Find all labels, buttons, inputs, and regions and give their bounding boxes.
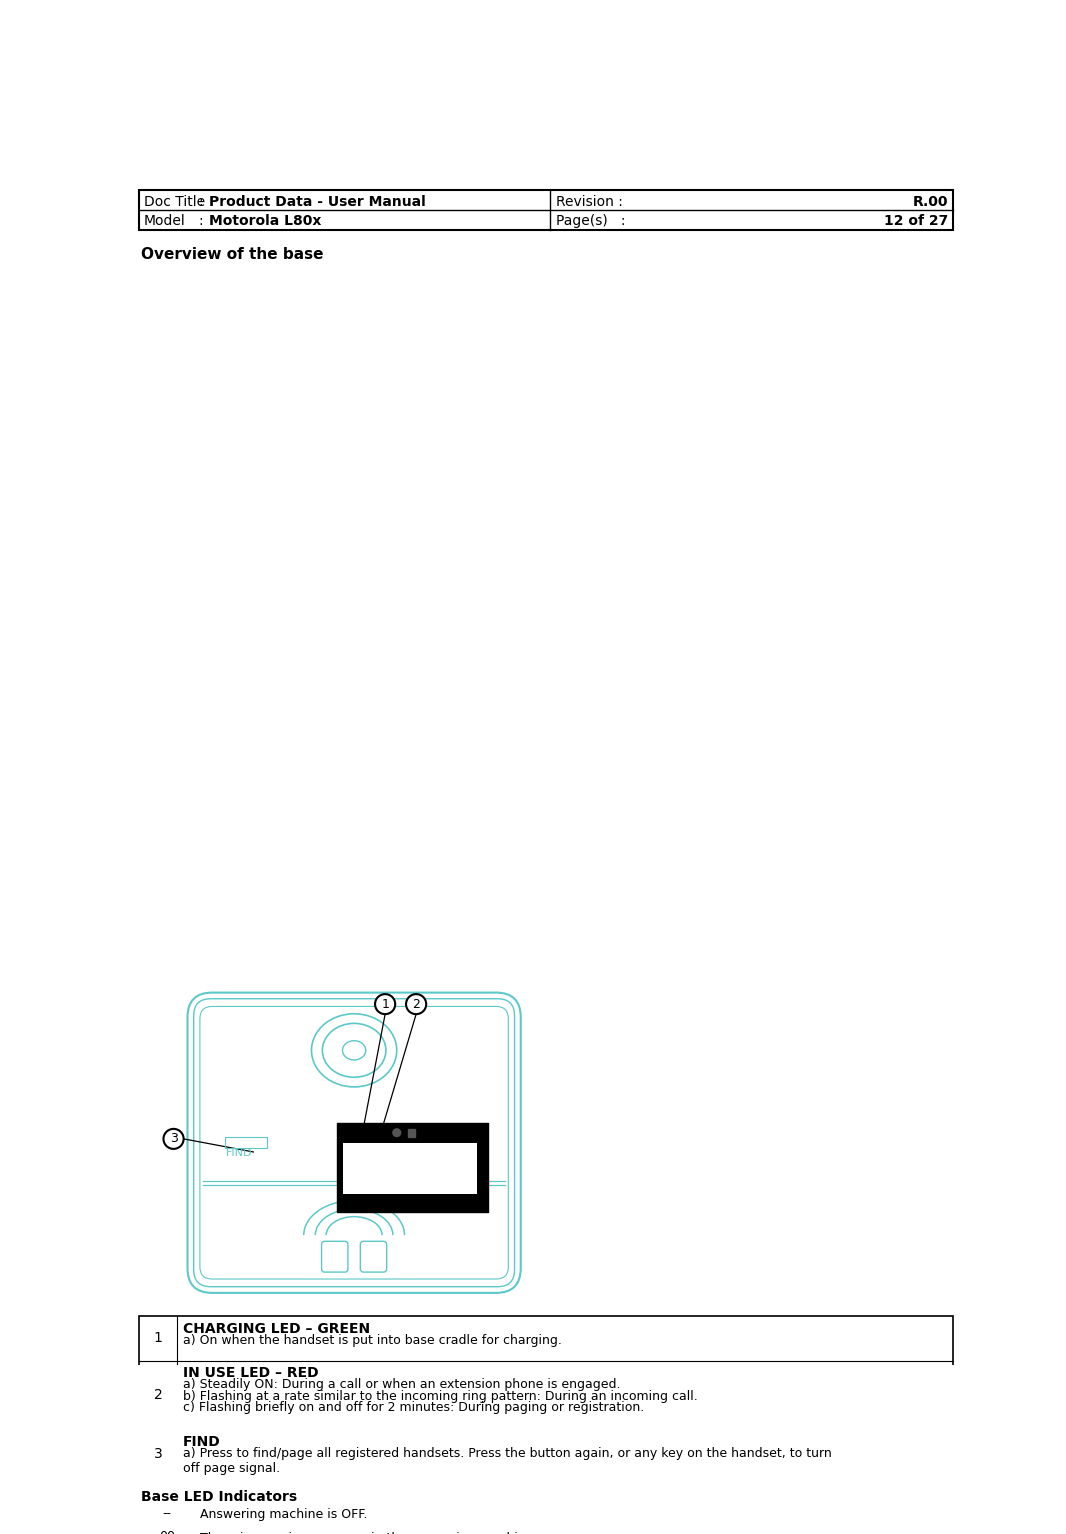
- Text: Base LED Indicators: Base LED Indicators: [141, 1490, 297, 1503]
- Circle shape: [406, 994, 426, 1014]
- Text: a) Press to find/page all registered handsets. Press the button again, or any ke: a) Press to find/page all registered han…: [183, 1447, 831, 1474]
- Text: 2: 2: [154, 1388, 162, 1402]
- Text: 2: 2: [413, 997, 420, 1011]
- Text: b) Flashing at a rate similar to the incoming ring pattern: During an incoming c: b) Flashing at a rate similar to the inc…: [183, 1390, 697, 1404]
- Text: 00: 00: [159, 1531, 175, 1534]
- Text: Product Data - User Manual: Product Data - User Manual: [209, 195, 426, 209]
- Text: a) On when the handset is put into base cradle for charging.: a) On when the handset is put into base …: [183, 1335, 562, 1347]
- Text: 12 of 27: 12 of 27: [885, 215, 949, 229]
- Text: c) Flashing briefly on and off for 2 minutes: During paging or registration.: c) Flashing briefly on and off for 2 min…: [183, 1402, 644, 1414]
- Circle shape: [393, 1129, 401, 1137]
- Text: FIND: FIND: [183, 1436, 221, 1450]
- Text: Revision :: Revision :: [556, 195, 624, 209]
- Text: 3: 3: [154, 1447, 162, 1460]
- Text: 3: 3: [169, 1132, 177, 1146]
- Text: Page(s)   :: Page(s) :: [556, 215, 626, 229]
- Bar: [408, 1129, 415, 1137]
- Text: There is no voice message in the answering machine.: There is no voice message in the answeri…: [200, 1531, 537, 1534]
- Bar: [140, 1502, 953, 1534]
- Bar: [140, 190, 953, 230]
- Text: a) Steadily ON: During a call or when an extension phone is engaged.: a) Steadily ON: During a call or when an…: [183, 1379, 620, 1391]
- Text: Motorola L80x: Motorola L80x: [209, 215, 322, 229]
- Circle shape: [163, 1129, 183, 1149]
- Text: 1: 1: [154, 1332, 162, 1345]
- Text: IN USE LED – RED: IN USE LED – RED: [183, 1367, 319, 1381]
- Text: FIND: FIND: [226, 1147, 253, 1158]
- Text: Overview of the base: Overview of the base: [141, 247, 323, 262]
- Bar: [140, 1316, 953, 1477]
- Text: CHARGING LED – GREEN: CHARGING LED – GREEN: [183, 1322, 370, 1336]
- Text: Doc Title: Doc Title: [144, 195, 206, 209]
- Text: 1: 1: [382, 997, 389, 1011]
- Text: Model: Model: [144, 215, 185, 229]
- Text: :: :: [198, 215, 203, 229]
- Text: R.00: R.00: [914, 195, 949, 209]
- Text: Answering machine is OFF.: Answering machine is OFF.: [200, 1508, 368, 1522]
- Text: --: --: [163, 1508, 172, 1520]
- Bar: [343, 1143, 478, 1195]
- Bar: [337, 1123, 488, 1212]
- Text: :: :: [198, 195, 203, 209]
- Bar: [225, 1137, 268, 1147]
- Circle shape: [375, 994, 395, 1014]
